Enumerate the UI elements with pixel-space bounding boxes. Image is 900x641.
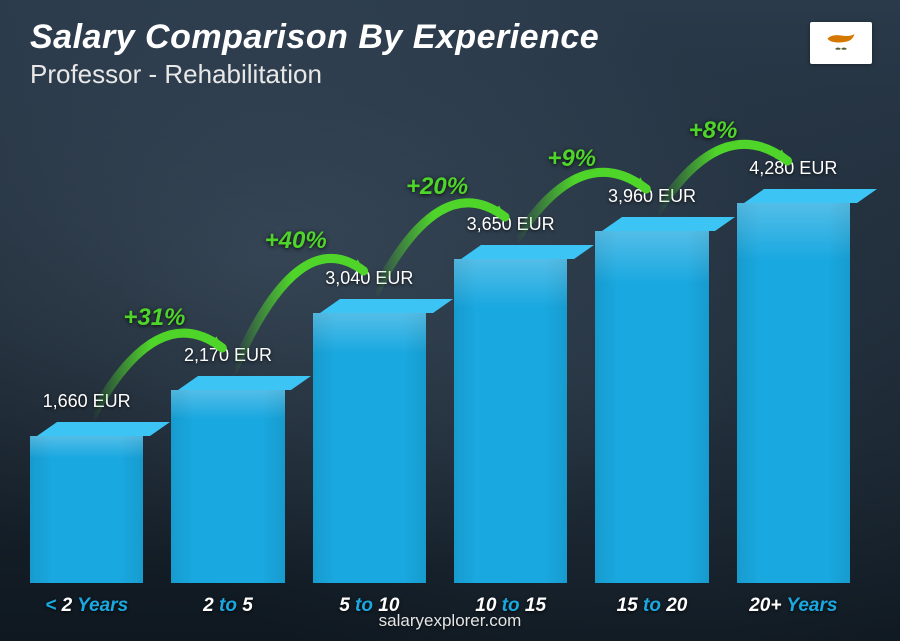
bar-front-face bbox=[454, 259, 567, 583]
bar bbox=[454, 245, 567, 583]
jump-percent-label: +9% bbox=[547, 145, 596, 173]
bar bbox=[595, 217, 708, 583]
bar-slot: 1,660 EUR< 2 Years bbox=[30, 391, 143, 583]
jump-annotation: +8% bbox=[30, 103, 850, 583]
jump-arrow-icon bbox=[30, 103, 850, 583]
bar-chart: 1,660 EUR< 2 Years2,170 EUR2 to 5 3,040 E… bbox=[30, 103, 850, 583]
bar-slot: 2,170 EUR2 to 5 bbox=[171, 345, 284, 583]
bar-top-face bbox=[744, 189, 877, 203]
bar-top-face bbox=[320, 299, 453, 313]
bar-top-face bbox=[178, 376, 311, 390]
bar-value-label: 2,170 EUR bbox=[184, 345, 272, 366]
jump-arrow-icon bbox=[30, 103, 850, 583]
jump-annotation: +31% bbox=[30, 103, 850, 583]
bar-top-face bbox=[461, 245, 594, 259]
bar-value-label: 1,660 EUR bbox=[43, 391, 131, 412]
jump-percent-label: +8% bbox=[689, 117, 738, 145]
footer-attribution: salaryexplorer.com bbox=[0, 611, 900, 631]
bar-slot: 4,280 EUR20+ Years bbox=[737, 158, 850, 583]
bar bbox=[313, 299, 426, 583]
bar-top-face bbox=[37, 422, 170, 436]
bar-slot: 3,960 EUR15 to 20 bbox=[595, 186, 708, 583]
jump-annotation: +9% bbox=[30, 103, 850, 583]
bar-value-label: 3,650 EUR bbox=[467, 214, 555, 235]
jump-arrow-icon bbox=[30, 103, 850, 583]
jump-annotation: +20% bbox=[30, 103, 850, 583]
bar-front-face bbox=[171, 390, 284, 583]
bar-front-face bbox=[30, 436, 143, 583]
bar-value-label: 3,960 EUR bbox=[608, 186, 696, 207]
bar-value-label: 3,040 EUR bbox=[325, 268, 413, 289]
bar bbox=[30, 422, 143, 583]
title-block: Salary Comparison By Experience Professo… bbox=[30, 18, 599, 90]
bar-front-face bbox=[737, 203, 850, 583]
cyprus-flag-icon bbox=[818, 28, 864, 58]
bar bbox=[737, 189, 850, 583]
jump-percent-label: +40% bbox=[265, 227, 327, 255]
bar-front-face bbox=[313, 313, 426, 583]
bar-value-label: 4,280 EUR bbox=[749, 158, 837, 179]
jump-percent-label: +20% bbox=[406, 173, 468, 201]
bar-front-face bbox=[595, 231, 708, 583]
bar-slot: 3,040 EUR5 to 10 bbox=[313, 268, 426, 583]
jump-arrow-icon bbox=[30, 103, 850, 583]
bar bbox=[171, 376, 284, 583]
country-flag-cyprus bbox=[810, 22, 872, 64]
jump-annotation: +40% bbox=[30, 103, 850, 583]
chart-subtitle: Professor - Rehabilitation bbox=[30, 59, 599, 90]
jump-arrow-icon bbox=[30, 103, 850, 583]
jump-percent-label: +31% bbox=[123, 304, 185, 332]
bar-top-face bbox=[602, 217, 735, 231]
chart-title: Salary Comparison By Experience bbox=[30, 18, 599, 57]
bar-slot: 3,650 EUR10 to 15 bbox=[454, 214, 567, 583]
